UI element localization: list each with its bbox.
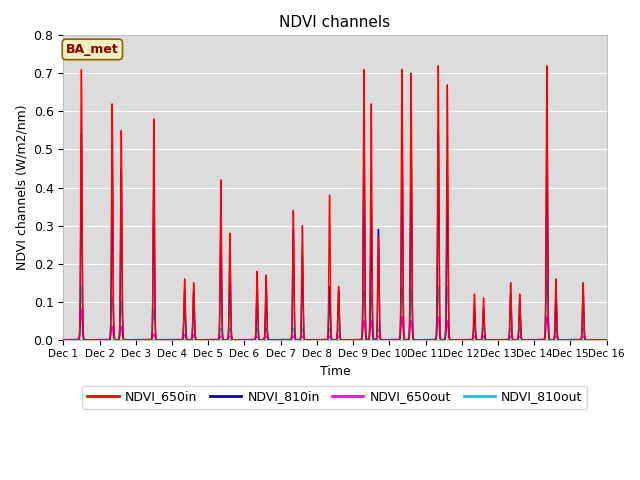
NDVI_650out (118, 332, 126, 337)
Legend: NDVI_650in, NDVI_810in, NDVI_650out, NDVI_810out: NDVI_650in, NDVI_810in, NDVI_650out, NDV… (83, 385, 588, 408)
NDVI_650out (60, 337, 67, 343)
Line: NDVI_650in: NDVI_650in (63, 66, 607, 340)
NDVI_810out (118, 319, 126, 325)
NDVI_650in (543, 63, 551, 69)
NDVI_650out (77, 316, 84, 322)
NDVI_810out (531, 337, 538, 343)
NDVI_650in (179, 336, 186, 342)
NDVI_810in (190, 288, 198, 293)
NDVI_650out (77, 306, 85, 312)
NDVI_810out (543, 276, 551, 282)
NDVI_810out (60, 337, 67, 343)
NDVI_810out (77, 298, 84, 304)
Line: NDVI_810out: NDVI_810out (63, 279, 607, 340)
NDVI_650out (190, 332, 198, 337)
NDVI_810in (603, 337, 611, 343)
NDVI_810in (60, 337, 67, 343)
NDVI_650out (347, 337, 355, 343)
NDVI_650out (531, 337, 538, 343)
NDVI_810out (190, 310, 198, 316)
NDVI_650out (603, 337, 611, 343)
NDVI_650in (77, 213, 84, 219)
NDVI_810in (531, 337, 538, 343)
X-axis label: Time: Time (319, 365, 350, 378)
Text: BA_met: BA_met (66, 43, 119, 56)
NDVI_650in (531, 337, 538, 343)
NDVI_810out (347, 337, 355, 343)
NDVI_810in (179, 336, 186, 342)
NDVI_810in (118, 310, 126, 315)
NDVI_650in (60, 337, 67, 343)
NDVI_650out (179, 336, 186, 342)
NDVI_650in (118, 304, 126, 310)
NDVI_650in (347, 337, 355, 343)
NDVI_810out (179, 334, 186, 339)
NDVI_650in (190, 280, 198, 286)
Line: NDVI_810in: NDVI_810in (63, 123, 607, 340)
NDVI_810in (77, 243, 84, 249)
NDVI_810in (347, 337, 355, 343)
NDVI_650in (603, 337, 611, 343)
Y-axis label: NDVI channels (W/m2/nm): NDVI channels (W/m2/nm) (15, 105, 28, 270)
NDVI_810in (543, 120, 551, 126)
NDVI_810out (603, 337, 611, 343)
Title: NDVI channels: NDVI channels (280, 15, 390, 30)
Line: NDVI_650out: NDVI_650out (63, 309, 607, 340)
